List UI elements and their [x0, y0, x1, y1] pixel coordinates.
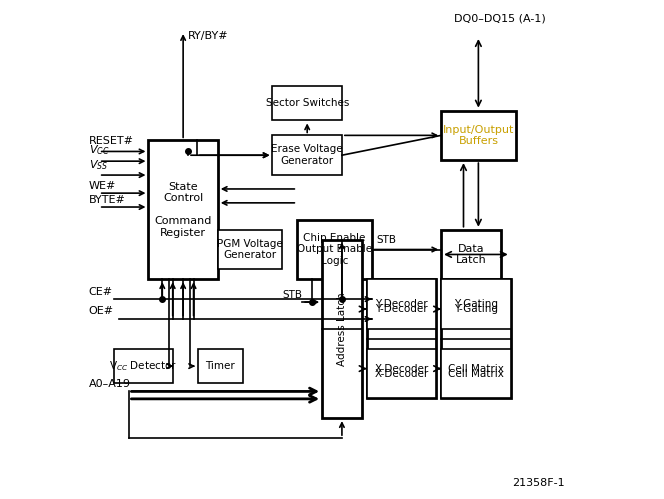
Text: X-Decoder: X-Decoder: [374, 369, 428, 379]
Text: Cell Matrix: Cell Matrix: [448, 369, 504, 379]
FancyBboxPatch shape: [367, 349, 436, 398]
Text: OE#: OE#: [89, 306, 114, 316]
Text: Address Latch: Address Latch: [337, 292, 347, 366]
Text: A0–A19: A0–A19: [89, 379, 131, 389]
Text: $V_{CC}$: $V_{CC}$: [89, 143, 110, 157]
Text: CE#: CE#: [89, 286, 113, 296]
FancyBboxPatch shape: [218, 230, 282, 269]
Text: Y-Gating: Y-Gating: [454, 299, 498, 309]
Text: Chip Enable
Output Enable
Logic: Chip Enable Output Enable Logic: [297, 233, 372, 266]
Text: State
Control

Command
Register: State Control Command Register: [155, 182, 212, 238]
Text: Data
Latch: Data Latch: [456, 244, 486, 265]
Text: RESET#: RESET#: [89, 137, 134, 147]
FancyBboxPatch shape: [272, 86, 342, 120]
FancyBboxPatch shape: [441, 279, 511, 329]
FancyBboxPatch shape: [148, 140, 218, 279]
FancyBboxPatch shape: [367, 279, 436, 398]
FancyBboxPatch shape: [441, 349, 511, 398]
Text: 21358F-1: 21358F-1: [513, 478, 565, 488]
Text: PGM Voltage
Generator: PGM Voltage Generator: [217, 239, 283, 260]
FancyBboxPatch shape: [114, 349, 173, 383]
Text: Y-Decoder: Y-Decoder: [375, 299, 428, 309]
FancyBboxPatch shape: [441, 279, 511, 398]
FancyBboxPatch shape: [441, 111, 516, 160]
Text: WE#: WE#: [89, 181, 116, 191]
Text: $V_{SS}$: $V_{SS}$: [89, 159, 108, 172]
Text: STB: STB: [282, 289, 302, 299]
FancyBboxPatch shape: [441, 230, 501, 279]
Text: Input/Output
Buffers: Input/Output Buffers: [443, 125, 514, 146]
Text: BYTE#: BYTE#: [89, 195, 125, 205]
Text: RY/BY#: RY/BY#: [188, 31, 228, 41]
Text: X-Decoder: X-Decoder: [374, 364, 428, 374]
Text: Sector Switches: Sector Switches: [266, 98, 349, 108]
Text: Timer: Timer: [205, 361, 235, 371]
FancyBboxPatch shape: [198, 349, 242, 383]
FancyBboxPatch shape: [322, 240, 362, 418]
FancyBboxPatch shape: [297, 220, 372, 279]
Text: STB: STB: [376, 235, 396, 245]
Text: Y-Gating: Y-Gating: [454, 304, 498, 314]
Text: Y-Decoder: Y-Decoder: [375, 304, 428, 314]
FancyBboxPatch shape: [272, 135, 342, 175]
FancyBboxPatch shape: [367, 279, 436, 329]
Text: V$_{CC}$ Detector: V$_{CC}$ Detector: [110, 359, 177, 373]
Text: DQ0–DQ15 (A-1): DQ0–DQ15 (A-1): [454, 13, 545, 24]
Text: Cell Matrix: Cell Matrix: [448, 364, 504, 374]
Text: Erase Voltage
Generator: Erase Voltage Generator: [272, 144, 343, 166]
